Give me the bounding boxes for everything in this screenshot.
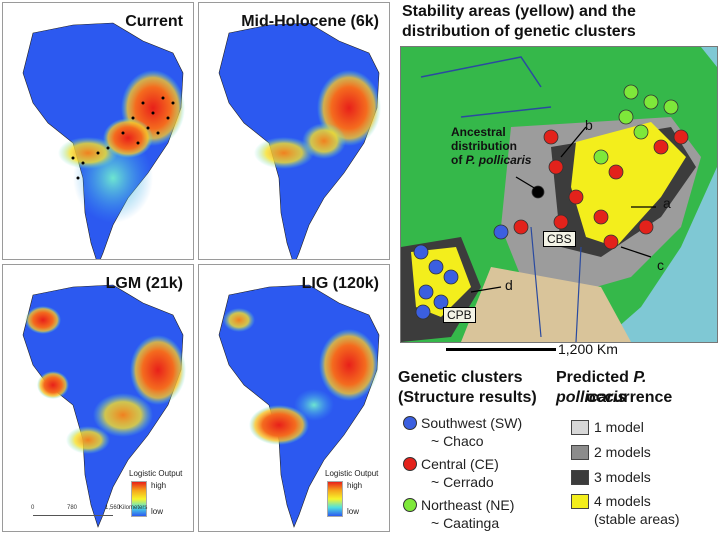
cluster-region: ~ Caatinga — [431, 515, 500, 531]
big-scalebar-label: 1,200 Km — [558, 341, 618, 357]
ancestral-line3-prefix: of — [451, 153, 466, 167]
legend-low: low — [347, 507, 360, 516]
cluster-region: ~ Chaco — [431, 433, 484, 449]
genetic-title2: (Structure results) — [398, 389, 537, 406]
scale-tick-1560: 1,560 — [105, 505, 121, 511]
logistic-gradient — [131, 481, 147, 517]
label-a: a — [663, 195, 671, 211]
ancestral-line2: distribution — [451, 139, 517, 153]
map-panel-lig: LIG (120k) Logistic Output high low — [198, 264, 390, 532]
occurrence-label: 1 model — [594, 419, 644, 435]
population-markers — [413, 84, 689, 320]
scale-tick-780: 780 — [67, 505, 78, 511]
label-d: d — [505, 277, 513, 293]
ancestral-label: Ancestral distribution of P. pollicaris — [451, 125, 531, 167]
cbs-label: CBS — [543, 231, 576, 247]
occurrence-swatch — [571, 420, 589, 435]
panel-title: Current — [125, 13, 183, 30]
predicted-title2: occurrence — [586, 389, 673, 406]
cluster-label: Central (CE) — [421, 456, 499, 472]
lgm-map — [22, 284, 186, 528]
stability-title-line2: distribution of genetic clusters — [402, 23, 636, 40]
genetic-title1: Genetic clusters — [398, 369, 523, 386]
label-b: b — [585, 117, 593, 133]
occurrence-label: 2 models — [594, 444, 651, 460]
current-map — [22, 22, 185, 259]
cluster-dot — [403, 457, 417, 471]
cluster-dot — [403, 498, 417, 512]
occurrence-points — [71, 96, 175, 180]
cluster-region: ~ Cerrado — [431, 474, 494, 490]
ancestral-species: P. pollicaris — [465, 153, 532, 167]
predicted-title-prefix: Predicted — [556, 369, 634, 386]
mid-holocene-map — [218, 22, 381, 259]
ancestral-line1: Ancestral — [451, 125, 506, 139]
scale-unit: Kilometers — [119, 505, 148, 511]
lig-map — [218, 284, 380, 528]
occurrence-swatch — [571, 445, 589, 460]
occurrence-swatch — [571, 470, 589, 485]
cpb-label: CPB — [443, 307, 476, 323]
stability-title-line1: Stability areas (yellow) and the — [402, 3, 636, 20]
occurrence-label: 4 models — [594, 493, 651, 509]
logistic-gradient — [327, 481, 343, 517]
legend-high: high — [151, 481, 167, 490]
occurrence-swatch — [571, 494, 589, 509]
big-scalebar — [446, 348, 556, 351]
cluster-label: Northeast (NE) — [421, 497, 515, 513]
small-scalebar: 0 780 1,560 Kilometers — [31, 505, 183, 525]
predicted-title-species: P. pollicaris — [556, 369, 647, 406]
stability-map: Ancestral distribution of P. pollicaris … — [400, 46, 718, 343]
legend-low: low — [151, 507, 164, 516]
legend-high: high — [347, 481, 363, 490]
map-panel-lgm: LGM (21k) Logistic Output high low 0 780… — [2, 264, 194, 532]
predicted-title1: Predicted P. pollicaris — [556, 368, 720, 408]
scale-tick-0: 0 — [31, 505, 35, 511]
logistic-legend: Logistic Output high low — [129, 469, 183, 517]
occurrence-sublabel: (stable areas) — [594, 511, 680, 527]
cluster-dot — [403, 416, 417, 430]
map-panel-mid-holocene: Mid-Holocene (6k) — [198, 2, 390, 260]
label-c: c — [657, 257, 664, 273]
logistic-legend-title: Logistic Output — [129, 469, 183, 478]
panel-title: LIG (120k) — [301, 275, 379, 292]
stability-map-svg — [401, 47, 717, 342]
cluster-label: Southwest (SW) — [421, 415, 523, 431]
panel-title: Mid-Holocene (6k) — [241, 13, 379, 30]
logistic-legend: Logistic Output high low — [325, 469, 379, 517]
logistic-legend-title: Logistic Output — [325, 469, 379, 478]
occurrence-label: 3 models — [594, 469, 651, 485]
map-panel-current: Current — [2, 2, 194, 260]
panel-title: LGM (21k) — [105, 275, 183, 292]
